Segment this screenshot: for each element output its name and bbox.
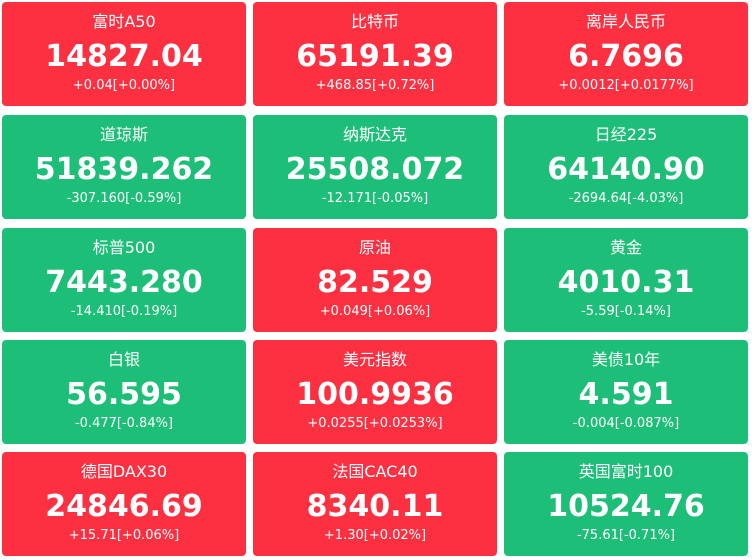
market-tile[interactable]: 白银 56.595 -0.477[-0.84%] [2, 340, 246, 444]
market-tile[interactable]: 标普500 7443.280 -14.410[-0.19%] [2, 228, 246, 332]
tile-change: +0.049[+0.06%] [319, 304, 431, 319]
tile-name: 标普500 [92, 238, 156, 257]
tile-name: 美元指数 [342, 350, 407, 369]
tile-change: -2694.64[-4.03%] [568, 191, 684, 206]
tile-change: -12.171[-0.05%] [321, 191, 429, 206]
tile-value: 25508.072 [285, 152, 465, 187]
tile-change: +0.04[+0.00%] [72, 78, 176, 93]
tile-change: -5.59[-0.14%] [581, 304, 671, 319]
tile-value: 64140.90 [547, 152, 705, 187]
tile-name: 法国CAC40 [332, 462, 418, 481]
tile-name: 道琼斯 [99, 125, 148, 144]
tile-name: 离岸人民币 [585, 12, 666, 31]
tile-value: 100.9936 [296, 377, 454, 412]
tile-change: +15.71[+0.06%] [68, 528, 180, 543]
tile-change: +1.30[+0.02%] [323, 528, 427, 543]
market-tile[interactable]: 美元指数 100.9936 +0.0255[+0.0253%] [253, 340, 497, 444]
market-tile[interactable]: 英国富时100 10524.76 -75.61[-0.71%] [504, 452, 748, 556]
market-tile[interactable]: 黄金 4010.31 -5.59[-0.14%] [504, 228, 748, 332]
tile-change: -307.160[-0.59%] [66, 191, 182, 206]
tile-change: -0.477[-0.84%] [74, 416, 174, 431]
tile-value: 10524.76 [547, 489, 705, 524]
market-tile[interactable]: 原油 82.529 +0.049[+0.06%] [253, 228, 497, 332]
tile-value: 8340.11 [306, 489, 444, 524]
tile-name: 原油 [358, 238, 391, 257]
tile-name: 白银 [107, 350, 140, 369]
tile-change: -75.61[-0.71%] [576, 528, 676, 543]
tile-change: +468.85[+0.72%] [315, 78, 435, 93]
tile-change: +0.0012[+0.0177%] [558, 78, 694, 93]
tile-change: +0.0255[+0.0253%] [307, 416, 443, 431]
tile-change: -0.004[-0.087%] [572, 416, 680, 431]
market-tile[interactable]: 离岸人民币 6.7696 +0.0012[+0.0177%] [504, 2, 748, 106]
tile-value: 4010.31 [557, 265, 695, 300]
market-tile[interactable]: 道琼斯 51839.262 -307.160[-0.59%] [2, 115, 246, 219]
tile-name: 纳斯达克 [342, 125, 407, 144]
market-tile[interactable]: 德国DAX30 24846.69 +15.71[+0.06%] [2, 452, 246, 556]
market-tile[interactable]: 法国CAC40 8340.11 +1.30[+0.02%] [253, 452, 497, 556]
market-tile[interactable]: 富时A50 14827.04 +0.04[+0.00%] [2, 2, 246, 106]
tile-value: 7443.280 [45, 265, 203, 300]
tile-name: 富时A50 [92, 12, 156, 31]
tile-value: 56.595 [66, 377, 182, 412]
market-tile[interactable]: 纳斯达克 25508.072 -12.171[-0.05%] [253, 115, 497, 219]
tile-value: 51839.262 [34, 152, 214, 187]
market-tile[interactable]: 比特币 65191.39 +468.85[+0.72%] [253, 2, 497, 106]
tile-value: 14827.04 [45, 39, 203, 74]
tile-change: -14.410[-0.19%] [70, 304, 178, 319]
tile-name: 德国DAX30 [80, 462, 168, 481]
tile-value: 4.591 [578, 377, 674, 412]
tile-value: 65191.39 [296, 39, 454, 74]
tile-value: 82.529 [317, 265, 433, 300]
tile-value: 6.7696 [568, 39, 684, 74]
tile-value: 24846.69 [45, 489, 203, 524]
tile-name: 美债10年 [591, 350, 661, 369]
tile-name: 比特币 [350, 12, 399, 31]
tile-name: 黄金 [609, 238, 642, 257]
tile-name: 日经225 [594, 125, 658, 144]
market-tile[interactable]: 日经225 64140.90 -2694.64[-4.03%] [504, 115, 748, 219]
market-tile[interactable]: 美债10年 4.591 -0.004[-0.087%] [504, 340, 748, 444]
tile-name: 英国富时100 [578, 462, 674, 481]
